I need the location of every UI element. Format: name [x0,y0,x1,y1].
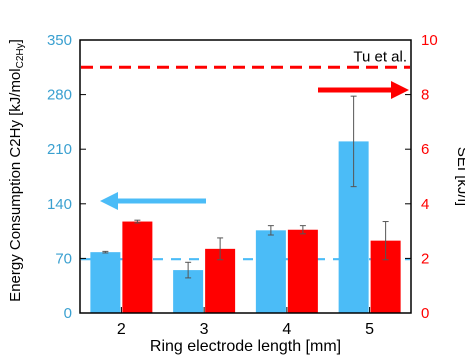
left-axis-label: Energy Consumption C2Hy [kJ/molC2Hy] [7,39,26,302]
reference-line-label: Tu et al. [353,48,407,65]
right-axis-ticks: 0 2 4 6 8 10 [405,32,438,322]
left-axis-label-subscript: C2Hy [15,43,26,68]
right-tick-label: 2 [421,250,429,267]
bar-series [90,141,401,313]
right-tick-label: 0 [421,305,429,322]
arrow-head [100,192,118,210]
right-axis-label: SEI [kJ/l] [454,147,465,206]
left-tick-label: 140 [47,196,72,213]
left-tick-label: 210 [47,141,72,158]
x-axis-label: Ring electrode length [mm] [150,338,341,355]
arrow-head [391,81,409,99]
left-tick-label: 70 [55,250,72,267]
left-axis-label-main: Energy Consumption C2Hy [kJ/mol [7,68,24,301]
x-tick-label: 5 [365,321,374,338]
left-axis-label-close: ] [7,39,24,43]
axis-direction-arrows [100,81,409,210]
left-tick-label: 350 [47,32,72,49]
right-tick-label: 6 [421,141,429,158]
right-tick-label: 8 [421,87,429,104]
right-tick-label: 10 [421,32,438,49]
bar-series1-2 [90,252,121,313]
error-bar-series1-4 [267,225,274,236]
error-bar-series2-4 [299,225,306,235]
x-tick-label: 2 [117,321,126,338]
bar-series1-4 [255,230,286,313]
right-tick-label: 4 [421,196,429,213]
right-arrow-icon [318,81,409,99]
error-bar-series2-5 [382,221,389,261]
left-tick-label: 0 [64,305,72,322]
left-tick-label: 280 [47,87,72,104]
left-arrow-icon [100,192,206,210]
bar-series2-2 [122,221,153,313]
left-axis-ticks: 0 70 140 210 280 350 [47,32,86,322]
plot-area-border [79,39,412,314]
x-axis-ticks: 2 3 4 5 [117,307,374,338]
error-bar-series1-5 [350,95,357,188]
plot-frame [79,39,412,314]
error-bar-series1-2 [102,250,109,254]
x-tick-label: 4 [282,321,291,338]
x-tick-label: 3 [200,321,209,338]
error-bar-series2-3 [217,237,224,261]
error-bar-series2-2 [134,219,141,224]
bar-series2-4 [287,229,318,313]
error-bars [102,95,389,279]
error-bar-series1-3 [185,261,192,279]
